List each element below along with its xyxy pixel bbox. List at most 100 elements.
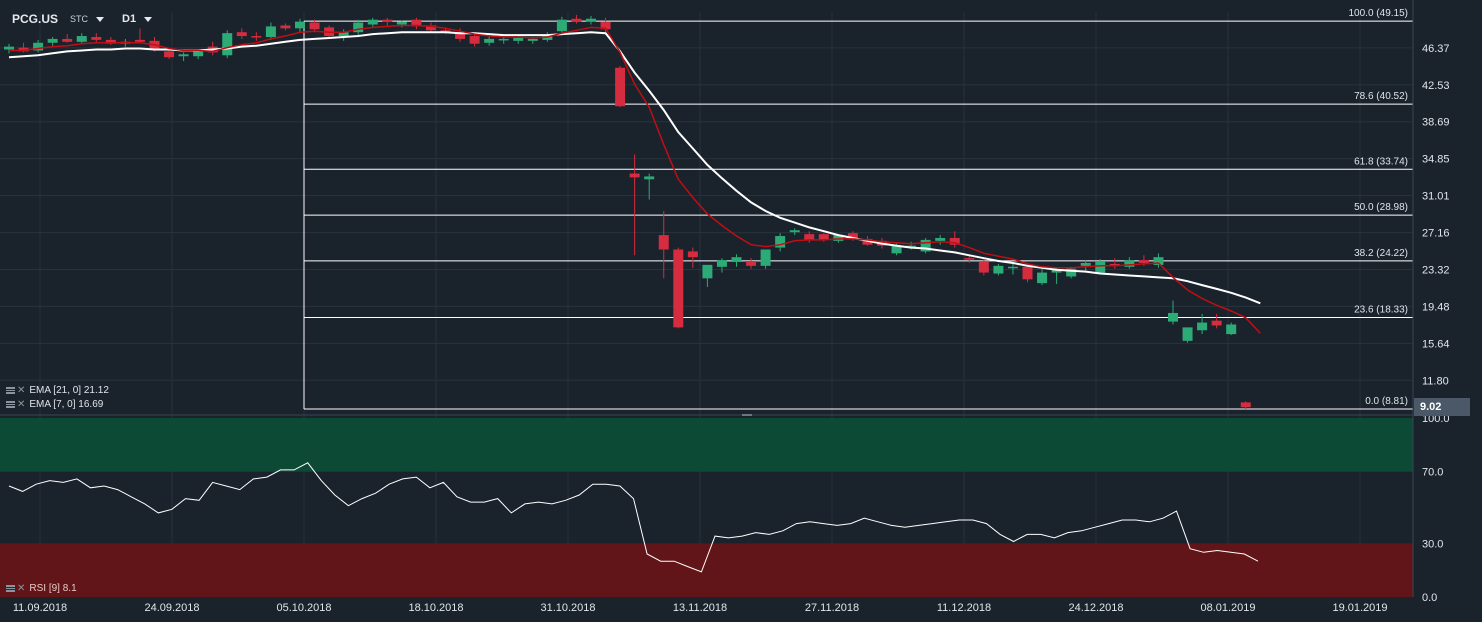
- rsi-polyline: [8, 462, 1259, 573]
- candle-body: [4, 46, 14, 50]
- candle-body: [949, 237, 960, 245]
- rsi-legend: ✕ RSI [9] 8.1: [6, 583, 77, 594]
- candle-body: [222, 33, 233, 56]
- candle-body: [62, 38, 73, 42]
- candle-body: [396, 21, 407, 25]
- candle-body: [367, 19, 378, 25]
- candle-body: [1124, 260, 1135, 267]
- rsi-tick-label: 30.0: [1422, 538, 1443, 550]
- settings-icon[interactable]: [6, 387, 15, 394]
- date-tick-label: 31.10.2018: [540, 602, 595, 614]
- candle-body: [746, 261, 757, 266]
- candle-body: [1226, 324, 1237, 335]
- candle-body: [91, 37, 102, 40]
- candle-body: [455, 33, 466, 39]
- settings-icon[interactable]: [6, 401, 15, 408]
- candle-body: [236, 32, 247, 37]
- price-tick-label: 34.85: [1422, 154, 1450, 166]
- fib-level-label: 23.6 (18.33): [1354, 304, 1408, 315]
- pane-resize-handle: [742, 414, 752, 416]
- rsi-tick-label: 100.0: [1422, 413, 1450, 425]
- candle-body: [833, 235, 844, 241]
- candle-body: [716, 260, 727, 267]
- price-tick-label: 27.16: [1422, 228, 1450, 240]
- candle-body: [1240, 402, 1251, 408]
- date-tick-label: 11.12.2018: [937, 602, 991, 614]
- candle-body: [411, 19, 422, 27]
- candle-body: [1197, 322, 1208, 331]
- candle-body: [295, 21, 305, 29]
- symbol-selector[interactable]: PCG.US STC: [0, 12, 105, 26]
- rsi-oversold-zone: [0, 543, 1413, 597]
- fibonacci-retracement[interactable]: 100.0 (49.15) 78.6 (40.52) 61.8 (33.74) 50.…: [303, 8, 1413, 410]
- candle-body: [891, 245, 902, 254]
- candle-body: [804, 234, 815, 240]
- candle-body: [1066, 268, 1077, 277]
- candle-body: [47, 38, 58, 43]
- candle-body: [629, 173, 640, 178]
- close-icon[interactable]: ✕: [17, 583, 26, 594]
- price-tick-label: 19.48: [1422, 301, 1450, 313]
- ema21-line: [8, 31, 1261, 305]
- rsi-tick-label: 0.0: [1422, 592, 1437, 604]
- candle-body: [1211, 320, 1222, 326]
- candle-body: [338, 32, 349, 37]
- ema7-legend: ✕ EMA [7, 0] 16.69: [6, 399, 103, 410]
- candle-body: [571, 18, 582, 22]
- chevron-down-icon: [144, 16, 153, 22]
- date-tick-label: 24.12.2018: [1068, 602, 1123, 614]
- ema7-line: [9, 24, 1261, 334]
- candle-body: [498, 38, 509, 41]
- candle-body: [1022, 266, 1033, 280]
- candle-body: [935, 237, 946, 241]
- candle-body: [193, 51, 204, 57]
- candle-body: [920, 239, 931, 252]
- settings-icon[interactable]: [6, 585, 15, 592]
- candle-body: [1051, 269, 1062, 273]
- candle-body: [33, 42, 44, 51]
- candle-body: [484, 38, 495, 43]
- fib-level-label: 0.0 (8.81): [1365, 396, 1408, 407]
- candle-body: [1153, 257, 1164, 265]
- candle-body: [425, 25, 436, 31]
- fib-level-label: 38.2 (24.22): [1354, 248, 1408, 259]
- candle-body: [644, 176, 655, 180]
- candle-body: [993, 265, 1004, 274]
- close-icon[interactable]: ✕: [17, 399, 26, 410]
- candle-body: [615, 67, 626, 107]
- candle-body: [1095, 261, 1106, 273]
- fib-level-label: 78.6 (40.52): [1354, 91, 1408, 102]
- candle-body: [105, 39, 116, 44]
- candle-body: [1109, 263, 1120, 266]
- candle-body: [847, 233, 858, 239]
- candle-body: [964, 258, 975, 260]
- candle-body: [731, 257, 742, 262]
- chevron-down-icon: [96, 16, 105, 22]
- date-tick-label: 27.11.2018: [805, 602, 859, 614]
- rsi-overbought-zone: [0, 418, 1413, 472]
- timeframe-label: D1: [122, 13, 137, 25]
- candle-body: [818, 234, 829, 240]
- timeframe-selector[interactable]: D1: [104, 13, 153, 25]
- close-icon[interactable]: ✕: [17, 385, 26, 396]
- candle-body: [76, 36, 87, 42]
- ema7-label: EMA [7, 0] 16.69: [29, 399, 104, 410]
- candle-body: [1138, 260, 1149, 263]
- candle-body: [586, 18, 596, 22]
- market-label: STC: [70, 14, 89, 24]
- candle-body: [251, 36, 262, 38]
- price-tick-label: 15.64: [1422, 338, 1450, 350]
- candle-body: [353, 22, 364, 33]
- chart-toolbar: PCG.US STC D1: [0, 8, 153, 30]
- candle-body: [702, 264, 713, 279]
- axes: 11.09.2018 24.09.2018 05.10.2018 18.10.2018…: [0, 0, 1450, 614]
- rsi-label: RSI [9] 8.1: [29, 583, 77, 594]
- candle-body: [673, 249, 684, 328]
- candle-body: [164, 51, 175, 58]
- candle-body: [1080, 262, 1091, 266]
- price-tick-label: 31.01: [1422, 191, 1450, 203]
- candle-body: [600, 21, 611, 30]
- candle-body: [265, 26, 276, 37]
- candle-body: [906, 245, 917, 248]
